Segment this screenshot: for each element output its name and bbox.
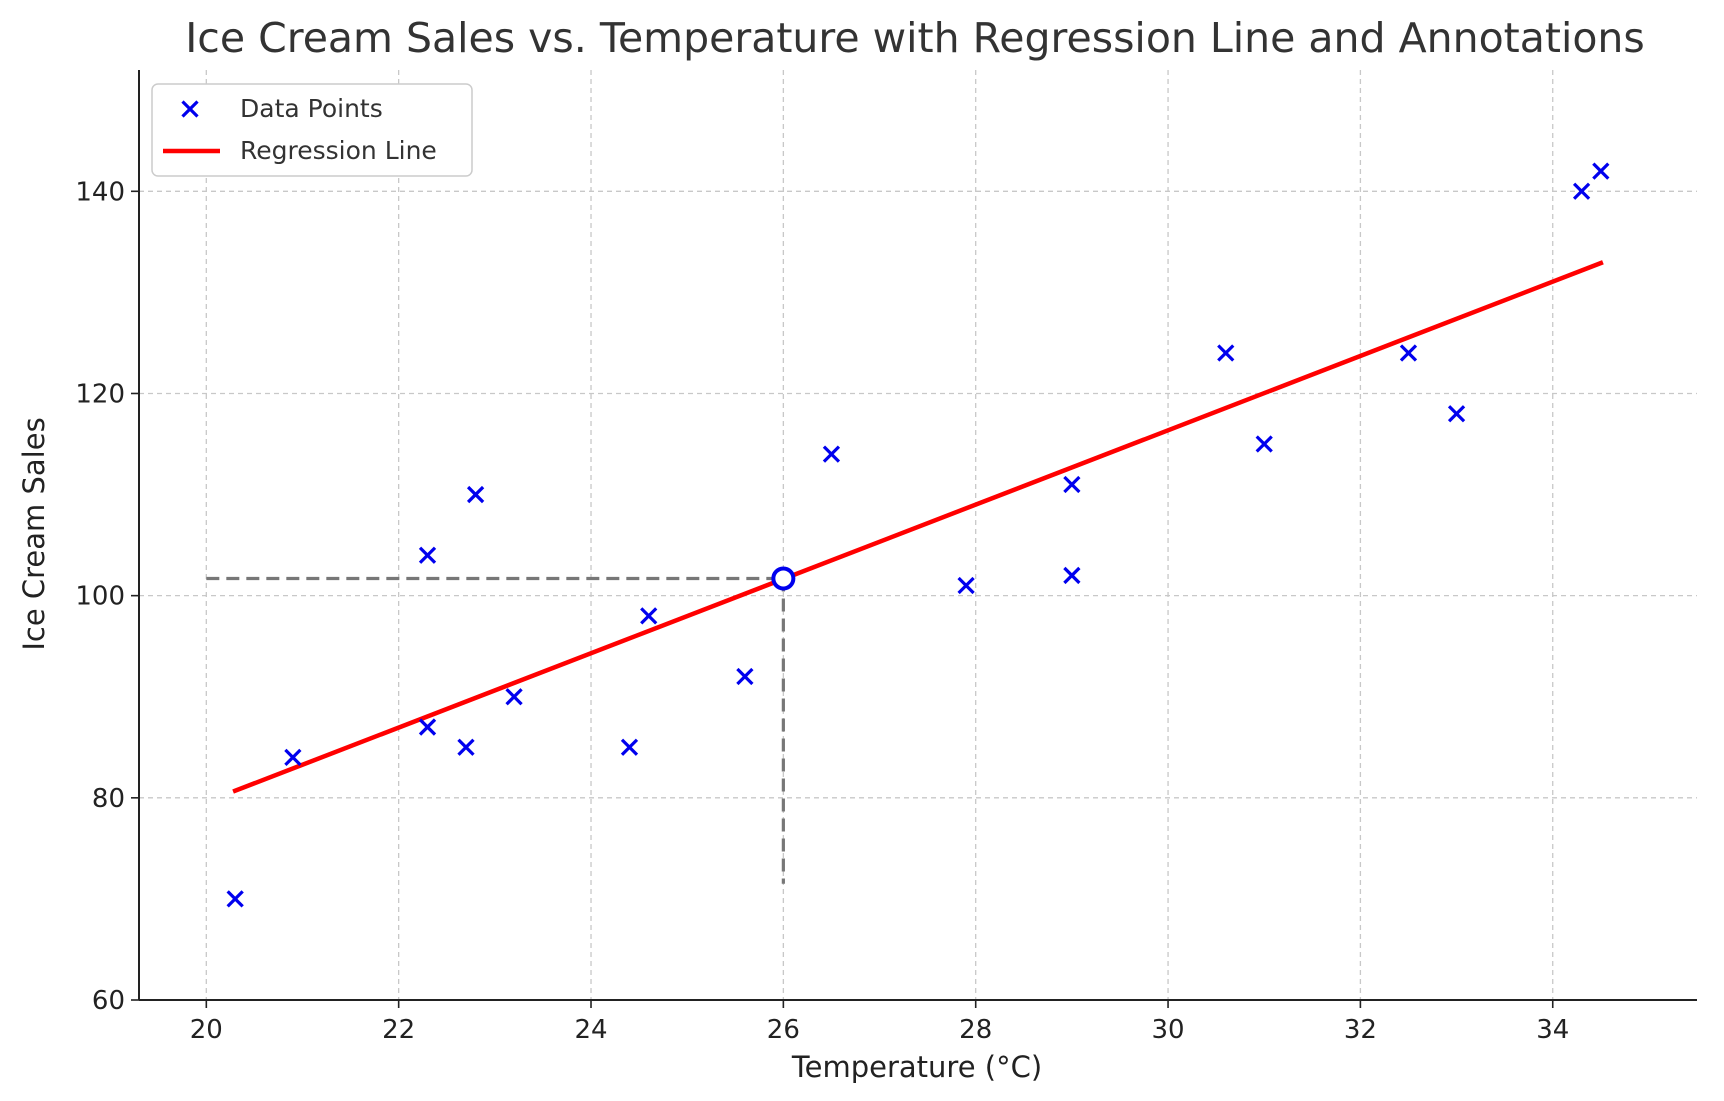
x-tick-label: 24 — [574, 1015, 607, 1045]
grid-lines — [139, 70, 1697, 1000]
x-tick-label: 20 — [190, 1015, 223, 1045]
data-point-stroke — [418, 546, 437, 564]
x-tick-label: 28 — [959, 1015, 992, 1045]
x-tick-label: 34 — [1536, 1015, 1569, 1045]
x-tick-label: 22 — [382, 1015, 415, 1045]
y-tick-label: 60 — [92, 986, 125, 1016]
legend-x-stroke — [181, 100, 199, 118]
data-point — [736, 667, 754, 686]
data-point-stroke — [822, 445, 841, 463]
data-points — [226, 162, 1610, 908]
data-point-stroke — [957, 576, 975, 595]
legend-label-regression-line: Regression Line — [240, 136, 437, 165]
data-point — [457, 738, 475, 756]
y-tick-label: 80 — [92, 784, 125, 814]
data-point-stroke — [640, 607, 658, 625]
data-point-stroke — [466, 485, 485, 504]
data-point-stroke — [1255, 435, 1273, 453]
data-point-stroke — [1063, 475, 1081, 494]
x-tick-label: 32 — [1344, 1015, 1377, 1045]
axes — [131, 70, 1697, 1008]
data-point-stroke — [736, 667, 754, 686]
legend: Data Points Regression Line — [151, 83, 473, 177]
regression-line — [232, 260, 1604, 794]
data-point-stroke — [1063, 566, 1081, 585]
data-point — [466, 485, 485, 504]
data-point — [284, 748, 302, 767]
data-point — [418, 546, 437, 564]
data-point — [1572, 182, 1591, 200]
data-point-stroke — [457, 738, 475, 756]
data-point-stroke — [418, 718, 437, 736]
y-axis-label: Ice Cream Sales — [17, 417, 51, 650]
y-tick-label: 120 — [75, 379, 125, 409]
data-point — [1399, 344, 1418, 362]
data-point — [620, 738, 639, 756]
data-point-stroke — [1592, 162, 1610, 180]
x-tick-label: 30 — [1152, 1015, 1185, 1045]
data-point-stroke — [620, 738, 639, 756]
data-point-stroke — [1217, 344, 1235, 362]
annotation-marker-layer — [771, 566, 796, 591]
data-point — [1063, 475, 1081, 494]
data-point — [1447, 405, 1466, 423]
legend-marker-data-points — [181, 100, 199, 118]
y-tick-label: 140 — [75, 177, 125, 207]
annotation-guides — [206, 576, 785, 884]
data-point — [1063, 566, 1081, 585]
data-point-stroke — [284, 748, 302, 767]
tick-labels: 20 22 24 26 28 30 32 34 60 80 100 120 140 — [75, 177, 1569, 1045]
legend-box — [151, 83, 473, 177]
data-point — [505, 688, 523, 706]
data-point — [957, 576, 975, 595]
data-point — [1217, 344, 1235, 362]
data-point-stroke — [1399, 344, 1418, 362]
data-point — [640, 607, 658, 625]
data-point-stroke — [226, 890, 244, 908]
data-point — [418, 718, 437, 736]
data-point — [226, 890, 244, 908]
x-tick-label: 26 — [767, 1015, 800, 1045]
y-tick-label: 100 — [75, 582, 125, 612]
data-point-stroke — [505, 688, 523, 706]
data-point — [1255, 435, 1273, 453]
chart-title: Ice Cream Sales vs. Temperature with Reg… — [185, 14, 1645, 62]
data-point — [822, 445, 841, 463]
legend-label-data-points: Data Points — [240, 94, 383, 123]
annotated-point-marker — [771, 566, 796, 591]
data-point — [1592, 162, 1610, 180]
data-point-stroke — [1447, 405, 1466, 423]
regression-line-layer — [232, 260, 1604, 794]
data-point-stroke — [1572, 182, 1591, 200]
x-axis-label: Temperature (°C) — [791, 1050, 1042, 1084]
